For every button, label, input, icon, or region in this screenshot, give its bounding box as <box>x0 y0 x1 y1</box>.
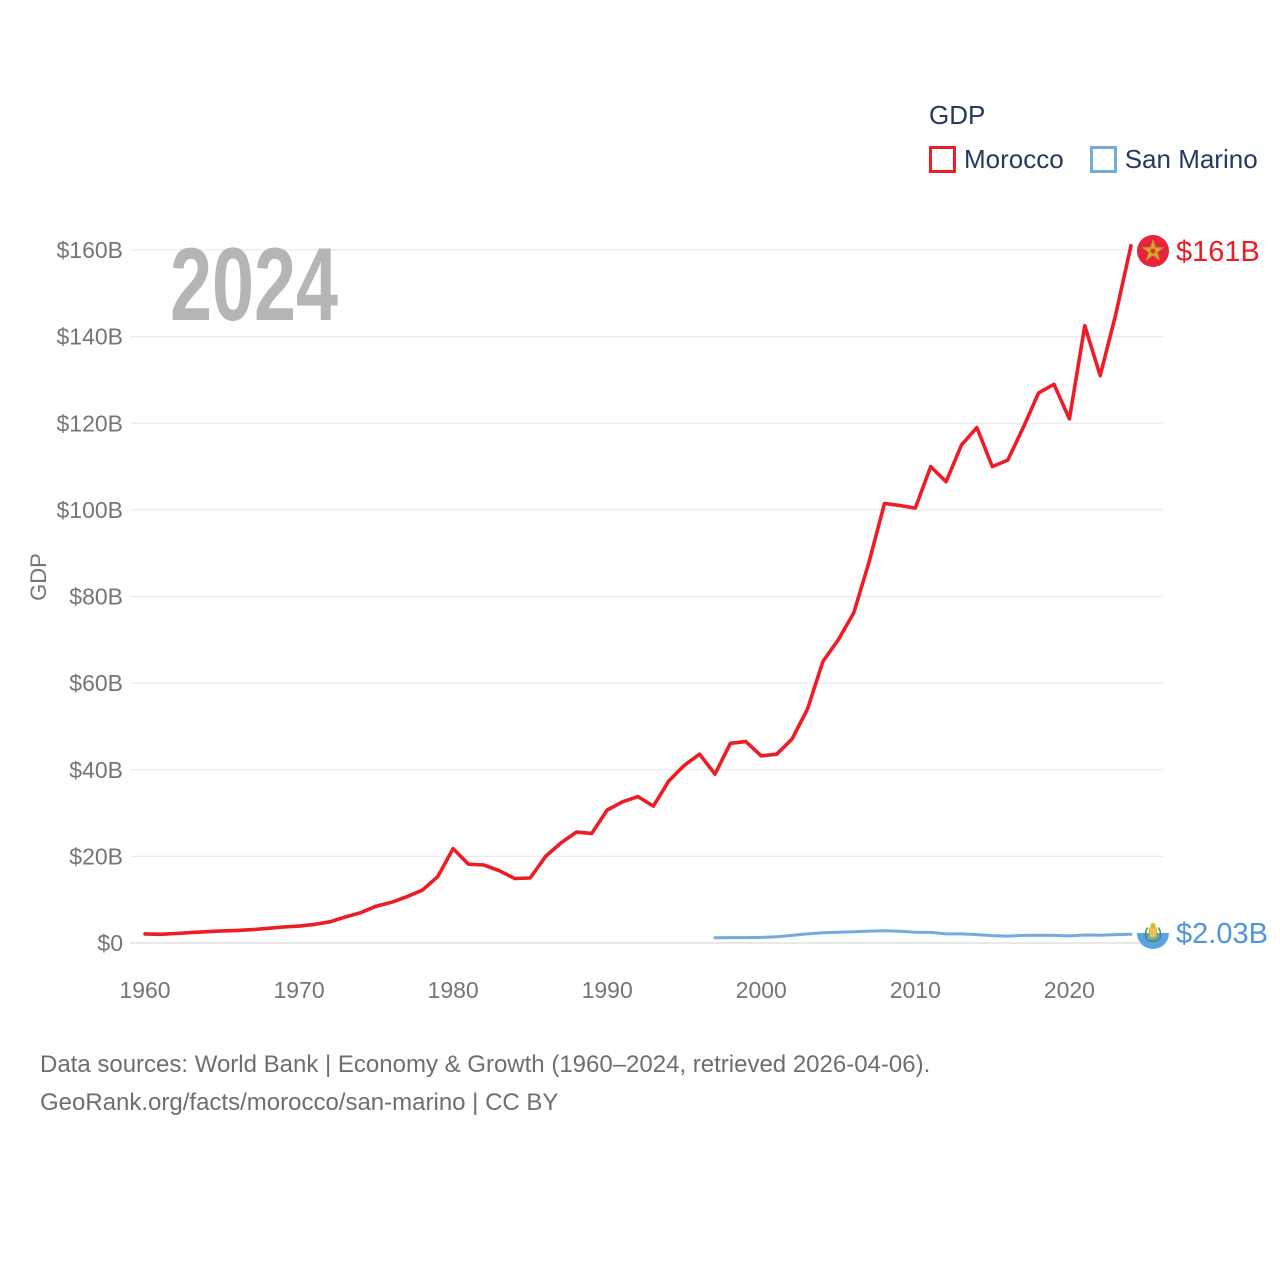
y-tick-label-160: $160B <box>56 237 123 263</box>
chart-legend: GDP Morocco San Marino <box>929 100 1258 175</box>
morocco-gdp-line[interactable] <box>143 243 1133 937</box>
series-lines <box>143 243 1133 940</box>
legend-item-san-marino[interactable]: San Marino <box>1089 144 1258 175</box>
x-tick-label-1970: 1970 <box>273 977 324 1003</box>
legend-label-san-marino[interactable]: San Marino <box>1124 144 1258 174</box>
legend-item-morocco[interactable]: Morocco <box>929 144 1064 175</box>
y-tick-label-120: $120B <box>56 410 123 436</box>
morocco-flag-icon <box>1137 235 1169 267</box>
legend-items: Morocco San Marino <box>929 144 1258 175</box>
y-tick-label-100: $100B <box>56 497 123 523</box>
x-axis-tick-labels: 1960 1970 1980 1990 2000 2010 2020 <box>119 977 1095 1003</box>
x-tick-label-1980: 1980 <box>428 977 479 1003</box>
y-axis-tick-labels: $160B $140B $120B $100B $80B $60B $40B $20B $0 <box>56 237 123 956</box>
x-tick-label-2000: 2000 <box>736 977 787 1003</box>
x-tick-label-1990: 1990 <box>582 977 633 1003</box>
legend-label-morocco[interactable]: Morocco <box>964 144 1064 174</box>
gridlines <box>130 249 1163 944</box>
y-tick-label-40: $40B <box>69 757 123 783</box>
gdp-line-chart: 2024 $160B $140B $120B $100B $80B $60B $40B $20… <box>26 227 1268 1003</box>
y-axis-title: GDP <box>26 553 51 601</box>
y-tick-label-140: $140B <box>56 324 123 350</box>
san-marino-end-value-label: $2.03B <box>1176 918 1268 950</box>
chart-watermark: 2024 <box>170 227 338 343</box>
x-tick-label-2010: 2010 <box>890 977 941 1003</box>
morocco-end-value-label: $161B <box>1176 236 1260 268</box>
san-marino-gdp-line[interactable] <box>713 929 1133 940</box>
source-line-2: GeoRank.org/facts/morocco/san-marino | C… <box>40 1089 559 1116</box>
y-tick-label-80: $80B <box>69 584 123 610</box>
morocco-series-swatch[interactable] <box>929 146 956 173</box>
x-tick-label-2020: 2020 <box>1044 977 1095 1003</box>
san-marino-flag-icon <box>1137 917 1169 949</box>
y-tick-label-0: $0 <box>97 930 123 956</box>
y-tick-label-60: $60B <box>69 670 123 696</box>
x-tick-label-1960: 1960 <box>119 977 170 1003</box>
y-tick-label-20: $20B <box>69 843 123 869</box>
san-marino-series-swatch[interactable] <box>1089 146 1117 173</box>
legend-title: GDP <box>929 100 986 130</box>
source-attribution: Data sources: World Bank | Economy & Gro… <box>40 1046 930 1122</box>
source-line-1: Data sources: World Bank | Economy & Gro… <box>40 1051 931 1078</box>
